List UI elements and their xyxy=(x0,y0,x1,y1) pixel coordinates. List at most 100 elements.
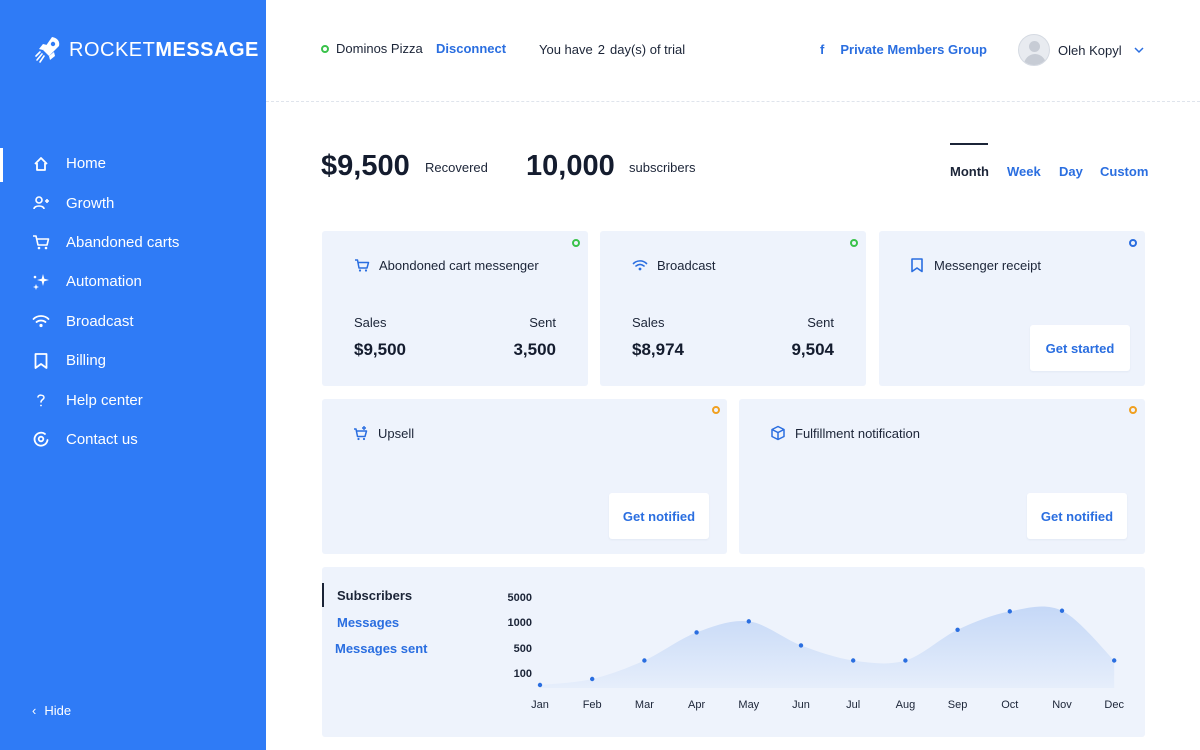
cart-icon xyxy=(354,257,370,273)
status-dot xyxy=(712,406,720,414)
sidebar: ROCKETMESSAGE Home Growth Abandoned cart… xyxy=(0,0,266,750)
bookmark-icon xyxy=(909,257,925,273)
brand-logo[interactable]: ROCKETMESSAGE xyxy=(34,34,259,66)
user-name: Oleh Kopyl xyxy=(1058,42,1122,58)
store-name: Dominos Pizza xyxy=(336,41,423,56)
trial-days: 2 xyxy=(597,42,605,57)
sidebar-item-contact-us[interactable]: Contact us xyxy=(0,420,266,459)
sidebar-item-broadcast[interactable]: Broadcast xyxy=(0,302,266,341)
data-point[interactable] xyxy=(798,643,804,648)
sidebar-item-label: Broadcast xyxy=(66,312,134,330)
x-tick-label: Jan xyxy=(531,699,549,711)
sidebar-item-automation[interactable]: Automation xyxy=(0,262,266,301)
data-point[interactable] xyxy=(694,630,699,635)
data-point[interactable] xyxy=(1059,608,1065,613)
data-point[interactable] xyxy=(1007,609,1012,614)
data-point[interactable] xyxy=(955,627,960,632)
sidebar-item-billing[interactable]: Billing xyxy=(0,341,266,380)
subscribers-label: subscribers xyxy=(629,160,696,175)
bookmark-icon xyxy=(32,352,50,370)
data-point[interactable] xyxy=(590,676,595,682)
user-plus-icon xyxy=(32,194,50,212)
sales-label: Sales xyxy=(632,315,665,330)
sidebar-item-growth[interactable]: Growth xyxy=(0,183,266,222)
x-tick-label: Jun xyxy=(792,699,810,711)
subscribers-value: 10,000 xyxy=(526,150,615,182)
range-custom[interactable]: Custom xyxy=(1100,164,1149,179)
cart-icon xyxy=(32,233,50,251)
x-tick-label: Jul xyxy=(846,699,860,711)
rocket-icon xyxy=(35,37,60,63)
sales-value: $9,500 xyxy=(354,340,406,359)
question-icon xyxy=(32,391,50,409)
y-tick-label: 100 xyxy=(514,668,532,680)
abandoned-cart-card[interactable]: Abondoned cart messenger Sales Sent $9,5… xyxy=(322,231,588,386)
status-dot xyxy=(1129,406,1137,414)
data-point[interactable] xyxy=(537,682,543,688)
range-month[interactable]: Month xyxy=(950,164,989,179)
sidebar-item-label: Contact us xyxy=(66,430,138,448)
sidebar-item-abandoned-carts[interactable]: Abandoned carts xyxy=(0,223,266,262)
cart-plus-icon xyxy=(353,425,369,441)
fulfillment-card[interactable]: Fulfillment notification Get notified xyxy=(739,399,1145,554)
data-point[interactable] xyxy=(1112,658,1117,663)
chart-tab-subscribers[interactable]: Subscribers xyxy=(337,588,413,603)
y-tick-label: 500 xyxy=(514,643,532,655)
home-icon xyxy=(32,155,50,173)
recovered-label: Recovered xyxy=(425,160,488,175)
sidebar-item-label: Automation xyxy=(66,273,142,291)
messenger-receipt-card[interactable]: Messenger receipt Get started xyxy=(879,231,1145,386)
card-header: Abondoned cart messenger xyxy=(354,257,539,273)
subscribers-chart: 5000 1000 500 100 Jan Feb Mar Apr May Jun Jul Aug Se… xyxy=(508,592,1125,711)
data-point[interactable] xyxy=(851,658,856,663)
upsell-card[interactable]: Upsell Get notified xyxy=(322,399,727,554)
data-point[interactable] xyxy=(642,658,647,663)
chart-tab-messages[interactable]: Messages xyxy=(337,615,400,630)
sidebar-item-home[interactable]: Home xyxy=(0,144,266,183)
sidebar-item-label: Growth xyxy=(66,194,115,212)
user-menu[interactable]: Oleh Kopyl xyxy=(1018,34,1144,66)
x-tick-label: Oct xyxy=(1001,699,1018,711)
data-point[interactable] xyxy=(903,658,908,663)
x-tick-label: Dec xyxy=(1104,699,1124,711)
sidebar-item-label: Abandoned carts xyxy=(66,233,180,251)
card-title: Abondoned cart messenger xyxy=(379,257,539,273)
range-day[interactable]: Day xyxy=(1059,164,1083,179)
sidebar-nav: Home Growth Abandoned carts Automation B… xyxy=(0,144,266,459)
sales-label: Sales xyxy=(354,315,387,330)
status-dot xyxy=(572,239,580,247)
x-tick-label: May xyxy=(738,699,759,711)
active-range-indicator xyxy=(950,143,988,145)
sent-label: Sent xyxy=(529,315,556,330)
private-members-group-link[interactable]: f Private Members Group xyxy=(820,42,987,57)
card-header: Broadcast xyxy=(632,257,716,273)
x-tick-label: Feb xyxy=(583,699,602,711)
connected-status-icon xyxy=(321,44,329,53)
sidebar-item-help-center[interactable]: Help center xyxy=(0,380,266,419)
data-point[interactable] xyxy=(746,619,751,624)
chart-tab-messages-sent[interactable]: Messages sent xyxy=(335,641,428,656)
fb-group-label: Private Members Group xyxy=(840,42,987,57)
sidebar-item-label: Home xyxy=(66,155,107,173)
x-tick-label: Mar xyxy=(635,699,654,711)
card-header: Messenger receipt xyxy=(909,257,1041,273)
sent-value: 3,500 xyxy=(513,340,556,359)
hide-sidebar-button[interactable]: ‹ Hide xyxy=(32,703,71,718)
sidebar-item-label: Help center xyxy=(66,391,143,409)
top-header: Dominos Pizza Disconnect You have 2 day(s)… xyxy=(266,0,1200,102)
sent-label: Sent xyxy=(807,315,834,330)
card-title: Broadcast xyxy=(657,257,716,273)
sparkle-icon xyxy=(32,273,50,291)
broadcast-card[interactable]: Broadcast Sales Sent $8,974 9,504 xyxy=(600,231,866,386)
range-week[interactable]: Week xyxy=(1007,164,1041,179)
chevron-left-icon: ‹ xyxy=(32,703,37,718)
x-tick-label: Apr xyxy=(688,699,705,711)
card-header: Fulfillment notification xyxy=(770,425,920,441)
disconnect-link[interactable]: Disconnect xyxy=(436,41,507,56)
get-started-button[interactable]: Get started xyxy=(1030,325,1130,371)
at-icon xyxy=(32,430,50,448)
get-notified-button[interactable]: Get notified xyxy=(1027,493,1127,539)
box-icon xyxy=(770,425,786,441)
get-notified-button[interactable]: Get notified xyxy=(609,493,709,539)
store-status: Dominos Pizza xyxy=(321,41,423,56)
